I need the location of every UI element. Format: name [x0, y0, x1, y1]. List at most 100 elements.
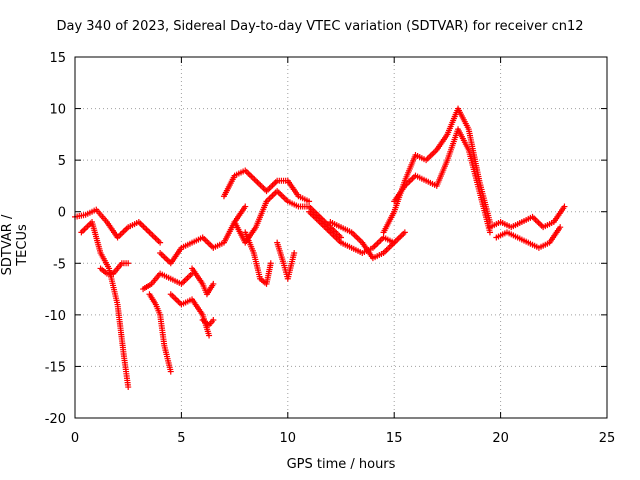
data-point [514, 234, 521, 241]
data-point [391, 239, 398, 246]
trace-16 [381, 107, 493, 234]
data-point [316, 219, 323, 226]
chart-title: Day 340 of 2023, Sidereal Day-to-day VTE… [56, 19, 584, 34]
data-point [316, 213, 323, 220]
data-point [125, 224, 132, 231]
data-point [412, 151, 419, 158]
data-point [359, 239, 366, 246]
data-point [257, 275, 264, 282]
data-point [444, 131, 451, 138]
data-point [274, 177, 281, 184]
data-point [118, 260, 125, 267]
data-point [433, 146, 440, 153]
data-point [306, 198, 313, 205]
data-point [93, 206, 100, 213]
data-point [146, 229, 153, 236]
data-point [178, 301, 185, 308]
x-tick-label: 15 [386, 431, 403, 446]
data-point [97, 249, 104, 256]
data-point [327, 219, 334, 226]
data-point [146, 291, 153, 298]
trace-19 [495, 225, 563, 250]
data-point [231, 219, 238, 226]
data-point [433, 182, 440, 189]
data-point [97, 265, 104, 272]
data-point [231, 172, 238, 179]
data-point [284, 275, 291, 282]
x-tick-label: 20 [492, 431, 509, 446]
data-point [106, 265, 113, 272]
data-point [550, 219, 557, 226]
data-point [391, 208, 398, 215]
data-point [401, 229, 408, 236]
data-point [167, 275, 174, 282]
y-tick-label: -10 [45, 309, 66, 324]
data-point [206, 322, 213, 329]
data-point [252, 177, 259, 184]
data-point [103, 219, 110, 226]
axis-ticks: 0 5 10 15 20 25 15 10 5 0 -5 -10 -15 -20 [45, 51, 616, 446]
data-point [444, 157, 451, 164]
data-point [178, 280, 185, 287]
data-point [508, 224, 515, 231]
data-point [189, 239, 196, 246]
y-tick-label: 10 [49, 103, 66, 118]
plot-frame [74, 56, 608, 419]
data-point [327, 224, 334, 231]
trace-14 [307, 210, 407, 255]
data-point [135, 219, 142, 226]
data-point [125, 260, 132, 267]
data-point [465, 126, 472, 133]
data-point [82, 211, 89, 218]
data-point [306, 208, 313, 215]
y-tick-label: 5 [58, 154, 66, 169]
x-tick-label: 5 [177, 431, 185, 446]
data-point [103, 270, 110, 277]
data-point [210, 280, 217, 287]
data-point [284, 198, 291, 205]
data-point [263, 188, 270, 195]
data-point [518, 219, 525, 226]
data-point [503, 229, 510, 236]
data-point [125, 384, 132, 391]
data-point [380, 234, 387, 241]
data-point [157, 270, 164, 277]
data-point [199, 280, 206, 287]
trace-2 [79, 220, 131, 388]
x-axis-label: GPS time / hours [286, 457, 396, 472]
data-point [120, 353, 127, 360]
data-point [401, 177, 408, 184]
x-tick-label: 0 [71, 431, 79, 446]
trace-8 [190, 267, 216, 296]
data-point [199, 317, 206, 324]
data-point [423, 177, 430, 184]
data-points [72, 105, 568, 391]
data-point [157, 239, 164, 246]
data-point [178, 244, 185, 251]
data-point [210, 317, 217, 324]
data-point [338, 239, 344, 246]
data-point [369, 255, 376, 262]
data-point [206, 332, 213, 339]
data-point [391, 198, 398, 205]
data-point [199, 234, 206, 241]
data-point [78, 229, 85, 236]
data-point [140, 286, 147, 293]
data-point [148, 280, 155, 287]
y-tick-label: -5 [53, 257, 66, 272]
data-point [250, 249, 257, 256]
data-point [89, 219, 96, 226]
data-point [369, 244, 376, 251]
data-point [540, 224, 547, 231]
data-point [157, 249, 164, 256]
data-point [338, 224, 344, 231]
data-point [280, 260, 287, 267]
data-point [557, 224, 564, 231]
data-point [152, 301, 159, 308]
data-point [157, 311, 164, 318]
data-point [486, 224, 493, 231]
data-point [267, 260, 274, 267]
trace-13 [274, 241, 297, 280]
data-point [338, 234, 344, 241]
data-point [189, 265, 196, 272]
